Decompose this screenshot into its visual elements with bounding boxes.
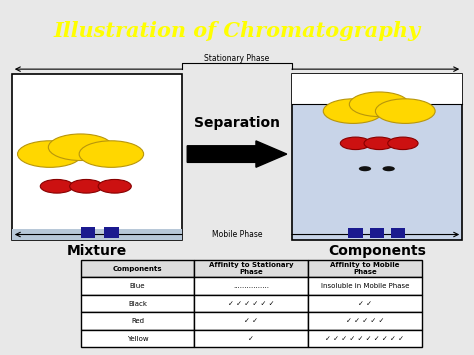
Circle shape [349,92,409,116]
Circle shape [388,137,418,149]
Bar [104,227,118,238]
Circle shape [340,137,371,149]
Bar [12,74,182,240]
Bar [12,229,182,240]
Circle shape [323,99,383,124]
Text: Components: Components [328,244,426,258]
FancyArrow shape [187,141,287,167]
Bar [370,228,384,239]
Circle shape [359,166,371,171]
Text: Mixture: Mixture [67,244,128,258]
Circle shape [79,141,144,167]
Circle shape [383,166,395,171]
Text: Stationary Phase: Stationary Phase [204,54,270,63]
Circle shape [364,137,394,149]
Circle shape [70,179,103,193]
Circle shape [48,134,113,160]
Circle shape [375,99,435,124]
Circle shape [18,141,82,167]
Bar [81,227,95,238]
Circle shape [98,179,131,193]
Text: Mobile Phase: Mobile Phase [212,230,262,239]
Bar [292,74,462,104]
Bar [348,228,363,239]
Text: Separation: Separation [194,116,280,130]
Bar [391,228,405,239]
Circle shape [40,179,73,193]
Bar [292,74,462,240]
Text: Illustration of Chromatography: Illustration of Chromatography [54,21,420,42]
